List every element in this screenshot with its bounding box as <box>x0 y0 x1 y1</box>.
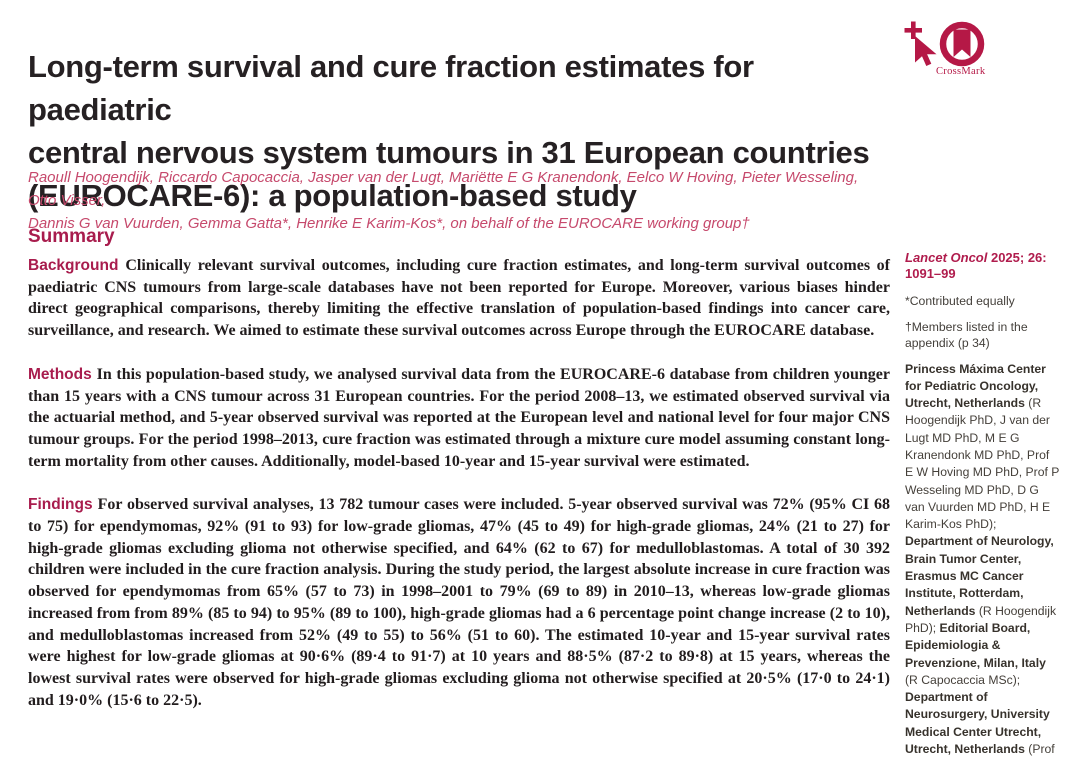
header-logos: CrossMark <box>898 18 1068 88</box>
summary-section: Summary Background Clinically relevant s… <box>28 226 890 711</box>
author-line: Dannis G van Vuurden, Gemma Gatta*, Henr… <box>28 215 750 232</box>
section-label: Findings <box>28 496 98 514</box>
sidebar: Lancet Oncol 2025; 26: 1091–99 *Contribu… <box>905 250 1060 757</box>
summary-paragraph-methods: Methods In this population-based study, … <box>28 364 890 473</box>
title-line: Long-term survival and cure fraction est… <box>28 48 754 127</box>
section-label: Background <box>28 257 126 274</box>
author-line: Raoull Hoogendijk, Riccardo Capocaccia, … <box>28 169 859 209</box>
section-label: Methods <box>28 365 97 383</box>
sidebar-note: †Members listed in the appendix (p 34) <box>905 319 1028 351</box>
affiliations: Princess Máxima Center for Pediatric Onc… <box>905 361 1060 757</box>
sidebar-note: *Contributed equally <box>905 294 1015 308</box>
section-text: In this population-based study, we analy… <box>28 365 890 470</box>
summary-sections: Background Clinically relevant survival … <box>28 255 890 711</box>
journal-citation: Lancet Oncol 2025; 26: 1091–99 <box>905 250 1060 282</box>
title-line: central nervous system tumours in 31 Eur… <box>28 134 870 170</box>
page-title: Long-term survival and cure fraction est… <box>28 45 898 217</box>
lancet-circle-bookmark-icon <box>939 21 985 67</box>
affiliation-segment: (R Hoogendijk PhD); <box>905 603 1057 635</box>
citation-journal-name: Lancet Oncol <box>905 250 988 265</box>
citation-volume-pages: 2025; 26: 1091–99 <box>905 250 1047 281</box>
summary-heading: Summary <box>28 226 115 247</box>
affiliation-segment: Department of Neurology, Brain Tumor Cen… <box>905 534 1054 618</box>
section-text: For observed survival analyses, 13 782 t… <box>28 496 891 709</box>
crossmark-label: CrossMark <box>936 66 986 77</box>
affiliation-segment: (R Capocaccia MSc); <box>905 672 1021 687</box>
crossmark-cursor-plus-icon[interactable] <box>898 20 940 72</box>
title-line: (EUROCARE-6): a population-based study <box>28 177 637 213</box>
affiliation-segment: Department of Neurosurgery, University M… <box>905 690 1050 757</box>
affiliation-segment: (Prof E W Hoving MD PhD); <box>1028 742 1055 757</box>
summary-paragraph-findings: Findings For observed survival analyses,… <box>28 494 890 711</box>
summary-paragraph-background: Background Clinically relevant survival … <box>28 255 890 342</box>
affiliation-segment: Princess Máxima Center for Pediatric Onc… <box>905 361 1046 411</box>
author-list: Raoull Hoogendijk, Riccardo Capocaccia, … <box>28 166 878 235</box>
sidebar-notes: *Contributed equally †Members listed in t… <box>905 293 1060 352</box>
section-text: Clinically relevant survival outcomes, i… <box>28 257 891 340</box>
affiliation-segment: Editorial Board, Epidemiologia & Prevenz… <box>905 620 1046 670</box>
affiliation-segment: (R Hoogendijk PhD, J van der Lugt MD PhD… <box>905 396 1060 532</box>
